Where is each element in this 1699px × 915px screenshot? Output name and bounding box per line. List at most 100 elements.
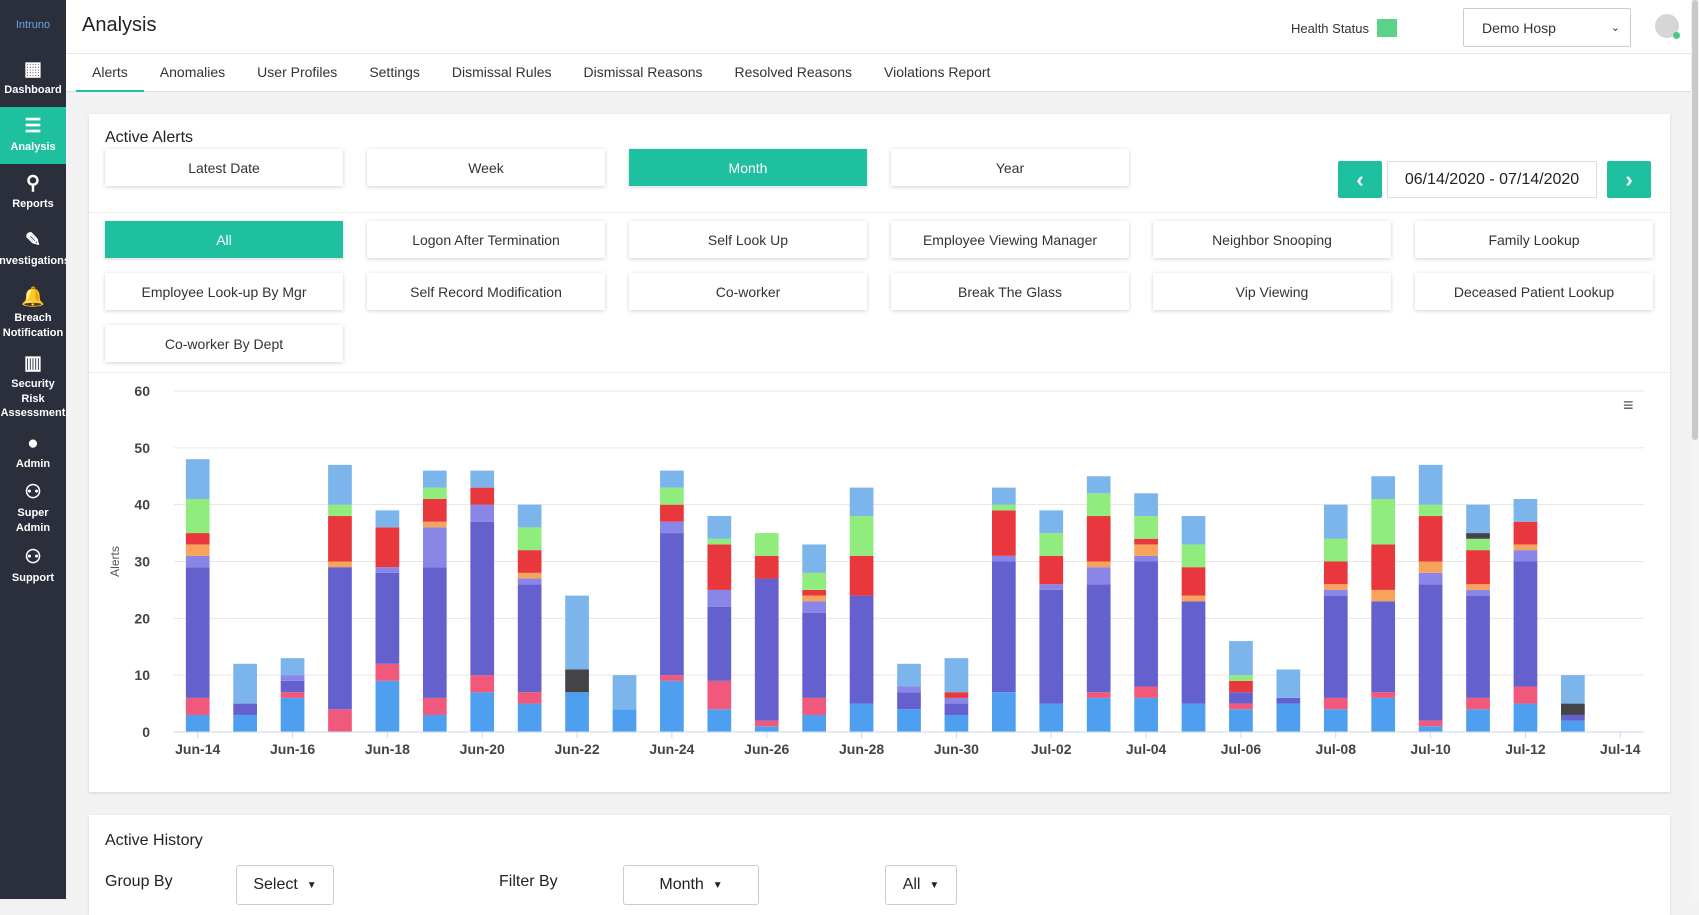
bar-segment[interactable] [565,669,589,693]
bar-segment[interactable] [1561,714,1585,721]
bar-segment[interactable] [233,714,257,732]
bar-segment[interactable] [1466,589,1490,596]
sidebar-item-support[interactable]: ⚇ Support [0,538,66,595]
bar-segment[interactable] [991,487,1016,505]
bar-segment[interactable] [849,555,874,596]
bar-segment[interactable] [375,663,400,681]
bar-segment[interactable] [944,703,969,715]
bar-segment[interactable] [1229,680,1253,693]
filter-logon-after-termination-button[interactable]: Logon After Termination [367,221,605,258]
bar-segment[interactable] [1323,697,1348,710]
bar-segment[interactable] [1513,550,1538,562]
bar-segment[interactable] [470,692,495,732]
bar-segment[interactable] [1276,697,1301,704]
bar-segment[interactable] [754,726,779,732]
filter-break-the-glass-button[interactable]: Break The Glass [891,273,1129,310]
bar-segment[interactable] [707,589,732,607]
bar-segment[interactable] [1371,498,1396,545]
bar-segment[interactable] [517,572,542,579]
tab-alerts[interactable]: Alerts [76,54,144,92]
tab-violations-report[interactable]: Violations Report [884,64,991,80]
bar-segment[interactable] [1418,720,1443,727]
bar-segment[interactable] [1513,544,1538,551]
sidebar-item-super-admin[interactable]: ⚇ Super Admin [0,481,66,538]
filter-employee-viewing-manager-button[interactable]: Employee Viewing Manager [891,221,1129,258]
bar-segment[interactable] [707,544,732,590]
bar-segment[interactable] [375,527,400,568]
bar-segment[interactable] [1513,703,1538,732]
bar-segment[interactable] [1276,669,1301,698]
sidebar-item-security-risk-assessment[interactable]: ▥ Security Risk Assessment [0,351,66,424]
bar-segment[interactable] [802,595,827,602]
period-week-button[interactable]: Week [367,149,605,186]
bar-segment[interactable] [1513,498,1538,522]
tab-anomalies[interactable]: Anomalies [159,64,226,80]
bar-segment[interactable] [1513,561,1538,687]
bar-segment[interactable] [1466,584,1490,590]
bar-segment[interactable] [1181,544,1206,568]
bar-segment[interactable] [517,584,542,693]
filter-self-record-modification-button[interactable]: Self Record Modification [367,273,605,310]
bar-segment[interactable] [1323,595,1348,698]
bar-segment[interactable] [849,703,874,732]
bar-segment[interactable] [1086,692,1111,698]
bar-segment[interactable] [802,714,827,732]
filter-all-button[interactable]: All [105,221,343,258]
tab-resolved-reasons[interactable]: Resolved Reasons [734,64,853,80]
bar-segment[interactable] [1134,516,1158,539]
tab-dismissal-rules[interactable]: Dismissal Rules [451,64,552,80]
bar-segment[interactable] [991,510,1016,556]
bar-segment[interactable] [185,697,210,715]
bar-segment[interactable] [1181,595,1206,602]
bar-segment[interactable] [470,470,495,488]
filter-deceased-patient-lookup-button[interactable]: Deceased Patient Lookup [1415,273,1653,310]
tab-dismissal-reasons[interactable]: Dismissal Reasons [583,64,703,80]
bar-segment[interactable] [944,658,969,693]
bar-segment[interactable] [328,561,352,568]
bar-segment[interactable] [1418,572,1443,585]
bar-segment[interactable] [1039,584,1064,590]
filter-co-worker-button[interactable]: Co-worker [629,273,867,310]
user-avatar-icon[interactable] [1655,14,1680,39]
bar-segment[interactable] [422,498,447,522]
bar-segment[interactable] [185,498,210,534]
bar-segment[interactable] [1513,521,1538,545]
bar-segment[interactable] [1418,516,1443,562]
bar-segment[interactable] [660,521,684,534]
filter-by-select[interactable]: Month ▼ [623,865,759,905]
filter-co-worker-by-dept-button[interactable]: Co-worker By Dept [105,325,343,362]
bar-segment[interactable] [944,697,969,704]
bar-segment[interactable] [375,680,400,732]
bar-segment[interactable] [1371,589,1396,602]
bar-segment[interactable] [707,538,732,545]
hospital-select[interactable]: Demo Hosp ⌄ [1463,8,1631,47]
bar-segment[interactable] [707,516,732,539]
bar-segment[interactable] [280,692,305,698]
bar-segment[interactable] [1418,726,1443,732]
bar-segment[interactable] [422,697,447,715]
bar-segment[interactable] [1323,538,1348,562]
bar-segment[interactable] [422,527,447,568]
bar-segment[interactable] [1086,493,1111,517]
bar-segment[interactable] [660,504,684,522]
bar-segment[interactable] [897,709,921,732]
bar-segment[interactable] [1086,561,1111,568]
bar-segment[interactable] [1229,641,1253,676]
bar-segment[interactable] [280,680,305,693]
bar-segment[interactable] [1323,709,1348,732]
bar-segment[interactable] [280,675,305,681]
bar-segment[interactable] [1466,697,1490,710]
bar-segment[interactable] [991,692,1016,732]
bar-segment[interactable] [422,470,447,488]
bar-segment[interactable] [1086,476,1111,494]
group-by-select[interactable]: Select ▼ [236,865,334,905]
bar-segment[interactable] [1086,697,1111,732]
bar-segment[interactable] [660,470,684,488]
bar-segment[interactable] [660,487,684,505]
bar-segment[interactable] [897,692,921,710]
bar-segment[interactable] [1561,675,1585,704]
bar-segment[interactable] [185,533,210,545]
bar-segment[interactable] [422,714,447,732]
bar-segment[interactable] [1039,589,1064,704]
bar-segment[interactable] [375,510,400,528]
